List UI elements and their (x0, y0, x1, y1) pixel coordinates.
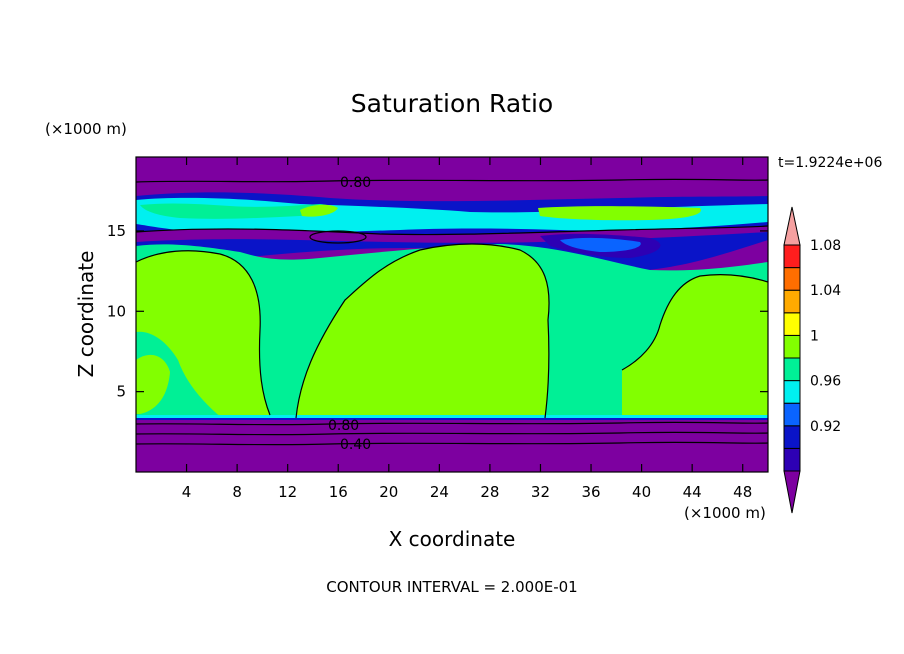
colorbar-triangle-low (783, 470, 801, 514)
colorbar-swatch (783, 425, 801, 449)
plot-frame (135, 156, 769, 473)
x-tick-label: 16 (329, 483, 348, 501)
colorbar-swatch (783, 357, 801, 382)
colorbar-swatch (783, 380, 801, 404)
colorbar-swatch (783, 267, 801, 291)
x-tick-label: 36 (581, 483, 600, 501)
y-tick-label: 5 (116, 383, 126, 401)
colorbar-swatch (783, 402, 801, 427)
region-lower-cyan-line (136, 415, 768, 418)
region-upper-blue-patch (560, 237, 641, 252)
x-tick-label: 4 (182, 483, 192, 501)
x-tick-label: 8 (232, 483, 242, 501)
time-label: t=1.9224e+06 (778, 155, 882, 171)
region-surface-layer (136, 420, 768, 472)
contour-lines (136, 178, 768, 446)
contour-label: 0.80 (340, 175, 371, 191)
colorbar-label: 1.04 (810, 283, 841, 299)
region-lime-blob-left (136, 250, 270, 418)
y-tick-label: 10 (107, 302, 126, 320)
contour-labels: 0.80 0.80 0.40 (328, 175, 371, 453)
plot-area (136, 157, 768, 472)
region-upper-lime-patch-2 (538, 206, 701, 221)
colorbar: 0.92 0.96 1 1.04 1.08 (783, 206, 841, 514)
x-tick-label: 32 (531, 483, 550, 501)
contour-label: 0.80 (328, 418, 359, 434)
chart-title: Saturation Ratio (351, 89, 553, 118)
x-unit-label: (×1000 m) (684, 504, 766, 522)
x-tick-label: 40 (632, 483, 651, 501)
colorbar-swatch (783, 312, 801, 336)
colorbar-swatch (783, 244, 801, 269)
colorbar-triangle-high (783, 206, 801, 246)
region-lower-blue-line (136, 418, 768, 420)
contour-line-cloud-left (136, 250, 271, 416)
colorbar-swatch (783, 334, 801, 359)
x-tick-label: 48 (733, 483, 752, 501)
region-upper-lime-patch-1 (300, 204, 338, 217)
contour-line-upper-streak (136, 225, 768, 236)
contour-line-0.80-bottom (136, 421, 768, 426)
region-lime-blob-right (622, 274, 768, 418)
x-axis: 4 8 12 16 20 24 28 32 36 40 44 48 (182, 157, 752, 501)
y-axis-label: Z coordinate (74, 251, 98, 378)
y-tick-label: 15 (107, 222, 126, 240)
x-tick-label: 44 (683, 483, 702, 501)
contour-line-0.40 (136, 441, 768, 446)
colorbar-label: 1 (810, 328, 819, 344)
contour-line-mid-bottom (136, 431, 768, 436)
contour-line-cloud-right (621, 274, 768, 371)
contour-label: 0.40 (340, 437, 371, 453)
x-axis-label: X coordinate (389, 527, 516, 551)
colorbar-swatch (783, 289, 801, 314)
region-lime-patch-lowleft (136, 354, 170, 414)
x-tick-label: 12 (278, 483, 297, 501)
x-tick-label: 28 (480, 483, 499, 501)
contour-interval-text: CONTOUR INTERVAL = 2.000E-01 (326, 578, 577, 596)
contour-line-0.80-top (136, 178, 768, 183)
colorbar-swatch (783, 447, 801, 472)
x-tick-label: 24 (430, 483, 449, 501)
y-axis: 5 10 15 (107, 222, 768, 401)
contour-line-cloud-center (295, 243, 550, 419)
x-tick-label: 20 (379, 483, 398, 501)
colorbar-label: 0.92 (810, 419, 841, 435)
contour-line-oval (309, 230, 367, 244)
colorbar-label: 0.96 (810, 374, 841, 390)
region-upper-green-patch (140, 203, 331, 219)
y-unit-label: (×1000 m) (45, 120, 127, 138)
colorbar-label: 1.08 (810, 238, 841, 254)
